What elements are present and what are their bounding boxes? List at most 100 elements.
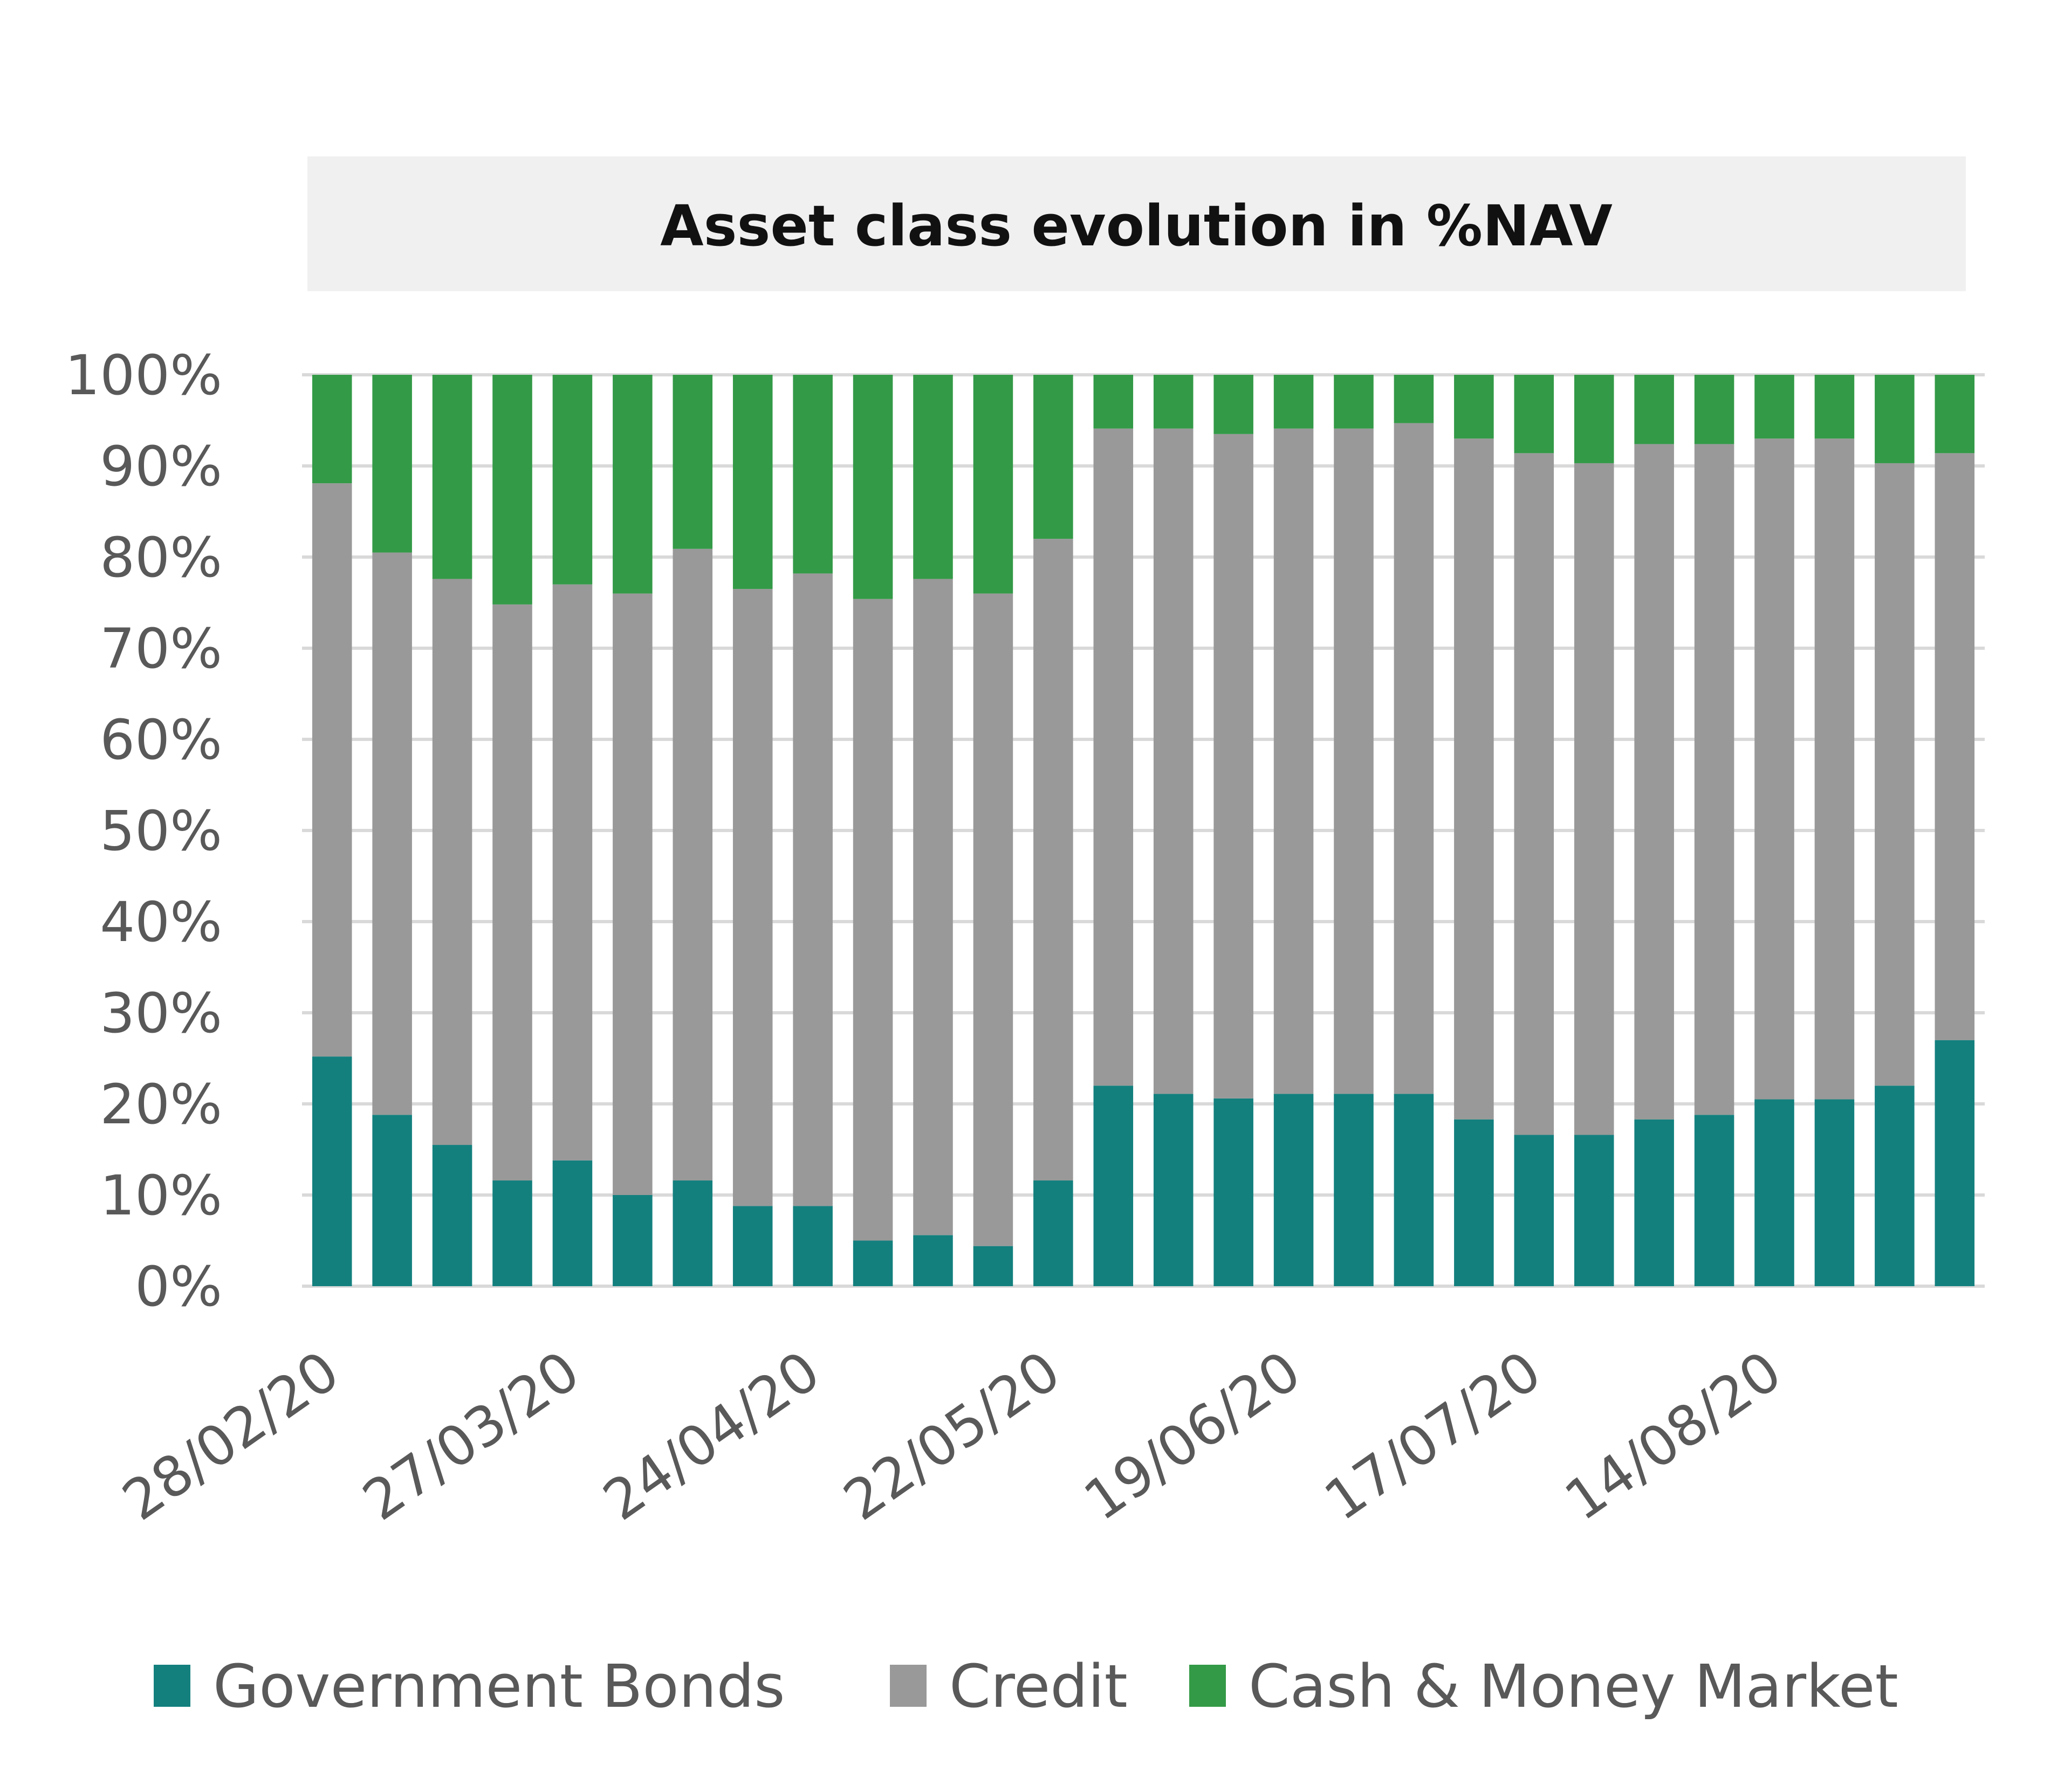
bar-credit [552, 584, 593, 1161]
bar-cash-money-market [793, 375, 833, 574]
y-tick-label: 60% [100, 708, 222, 772]
bar-government-bonds [1875, 1086, 1915, 1286]
bar-credit [372, 552, 412, 1115]
bar-credit [1394, 423, 1434, 1094]
bar-cash-money-market [613, 375, 653, 594]
bar-cash-money-market [1394, 375, 1434, 423]
bar-government-bonds [1634, 1119, 1674, 1286]
bar-government-bonds [1334, 1094, 1374, 1286]
bar-cash-money-market [1334, 375, 1374, 429]
bar-credit [1033, 539, 1073, 1180]
bar-cash-money-market [1033, 375, 1073, 539]
x-tick-label: 22/05/20 [833, 1339, 1072, 1533]
x-axis-ticks: 28/02/20 27/03/20 24/04/20 22/05/20 19/06/20… [112, 1339, 1793, 1533]
title-background [307, 156, 1966, 291]
bar-government-bonds [1454, 1119, 1494, 1286]
x-tick-label: 14/08/20 [1554, 1339, 1793, 1533]
bar-credit [973, 593, 1013, 1246]
bar-government-bonds [913, 1235, 953, 1286]
bar-credit [1514, 453, 1554, 1135]
bar-credit [1454, 438, 1494, 1120]
y-tick-label: 20% [100, 1073, 222, 1137]
y-tick-label: 90% [100, 435, 222, 499]
bar-government-bonds [552, 1160, 593, 1286]
bar-government-bonds [1935, 1040, 1975, 1286]
bar-cash-money-market [1754, 375, 1794, 439]
legend-label: Government Bonds [213, 1652, 785, 1721]
bar-credit [312, 483, 352, 1057]
bar-cash-money-market [1213, 375, 1253, 434]
bar-government-bonds [673, 1180, 713, 1286]
legend-swatch [890, 1665, 927, 1707]
bar-credit [1694, 444, 1734, 1115]
bar-government-bonds [973, 1246, 1013, 1286]
bar-cash-money-market [1634, 375, 1674, 444]
bar-cash-money-market [372, 375, 412, 553]
bar-credit [1634, 444, 1674, 1120]
bar-credit [1754, 438, 1794, 1100]
bar-cash-money-market [732, 375, 773, 589]
bar-credit [913, 579, 953, 1235]
bar-government-bonds [1273, 1094, 1314, 1286]
y-tick-label: 100% [65, 344, 222, 408]
y-tick-label: 80% [100, 526, 222, 590]
bar-cash-money-market [552, 375, 593, 585]
y-axis-ticks: 0% 10% 20% 30% 40% 50% 60% 70% 80% 90% 100% [65, 344, 222, 1319]
bar-government-bonds [1514, 1135, 1554, 1286]
chart-title: Asset class evolution in %NAV [660, 193, 1613, 259]
bar-government-bonds [1394, 1094, 1434, 1286]
bar-credit [613, 593, 653, 1195]
legend: Government Bonds Credit Cash & Money Marke… [154, 1652, 1898, 1721]
y-tick-label: 50% [100, 799, 222, 863]
bar-cash-money-market [1574, 375, 1614, 463]
bar-government-bonds [1574, 1135, 1614, 1286]
bar-cash-money-market [1814, 375, 1855, 439]
bar-government-bonds [793, 1206, 833, 1286]
bar-credit [1213, 434, 1253, 1098]
bar-government-bonds [1213, 1098, 1253, 1286]
bar-cash-money-market [1935, 375, 1975, 454]
bar-cash-money-market [312, 375, 352, 484]
bar-government-bonds [312, 1056, 352, 1286]
bar-credit [1875, 463, 1915, 1086]
bar-cash-money-market [432, 375, 472, 579]
bar-credit [793, 573, 833, 1206]
bar-government-bonds [1694, 1115, 1734, 1286]
bar-cash-money-market [1694, 375, 1734, 444]
bar-credit [432, 579, 472, 1145]
bar-cash-money-market [913, 375, 953, 579]
bar-government-bonds [1153, 1094, 1194, 1286]
bar-cash-money-market [1153, 375, 1194, 429]
bar-cash-money-market [1514, 375, 1554, 454]
bar-cash-money-market [853, 375, 893, 599]
bar-government-bonds [732, 1206, 773, 1286]
bar-credit [853, 599, 893, 1241]
x-tick-label: 27/03/20 [352, 1339, 591, 1533]
y-tick-label: 30% [100, 981, 222, 1046]
bar-cash-money-market [673, 375, 713, 549]
x-tick-label: 24/04/20 [592, 1339, 832, 1533]
bar-cash-money-market [1454, 375, 1494, 439]
bar-cash-money-market [1273, 375, 1314, 429]
bar-credit [1334, 428, 1374, 1094]
bar-credit [1153, 428, 1194, 1094]
y-tick-label: 70% [100, 617, 222, 681]
bar-credit [1574, 463, 1614, 1135]
bar-cash-money-market [1875, 375, 1915, 463]
bar-government-bonds [1754, 1099, 1794, 1286]
x-tick-label: 19/06/20 [1073, 1339, 1312, 1533]
x-tick-label: 17/07/20 [1313, 1339, 1553, 1533]
bar-government-bonds [853, 1240, 893, 1286]
bar-credit [1093, 428, 1134, 1086]
y-tick-label: 40% [100, 890, 222, 955]
bar-credit [732, 589, 773, 1206]
bar-cash-money-market [973, 375, 1013, 594]
bar-credit [1814, 438, 1855, 1100]
legend-label: Cash & Money Market [1249, 1652, 1898, 1721]
bar-cash-money-market [492, 375, 532, 605]
bar-credit [673, 548, 713, 1180]
legend-swatch [1189, 1665, 1226, 1707]
bars [312, 375, 1975, 1286]
y-tick-label: 10% [100, 1164, 222, 1228]
